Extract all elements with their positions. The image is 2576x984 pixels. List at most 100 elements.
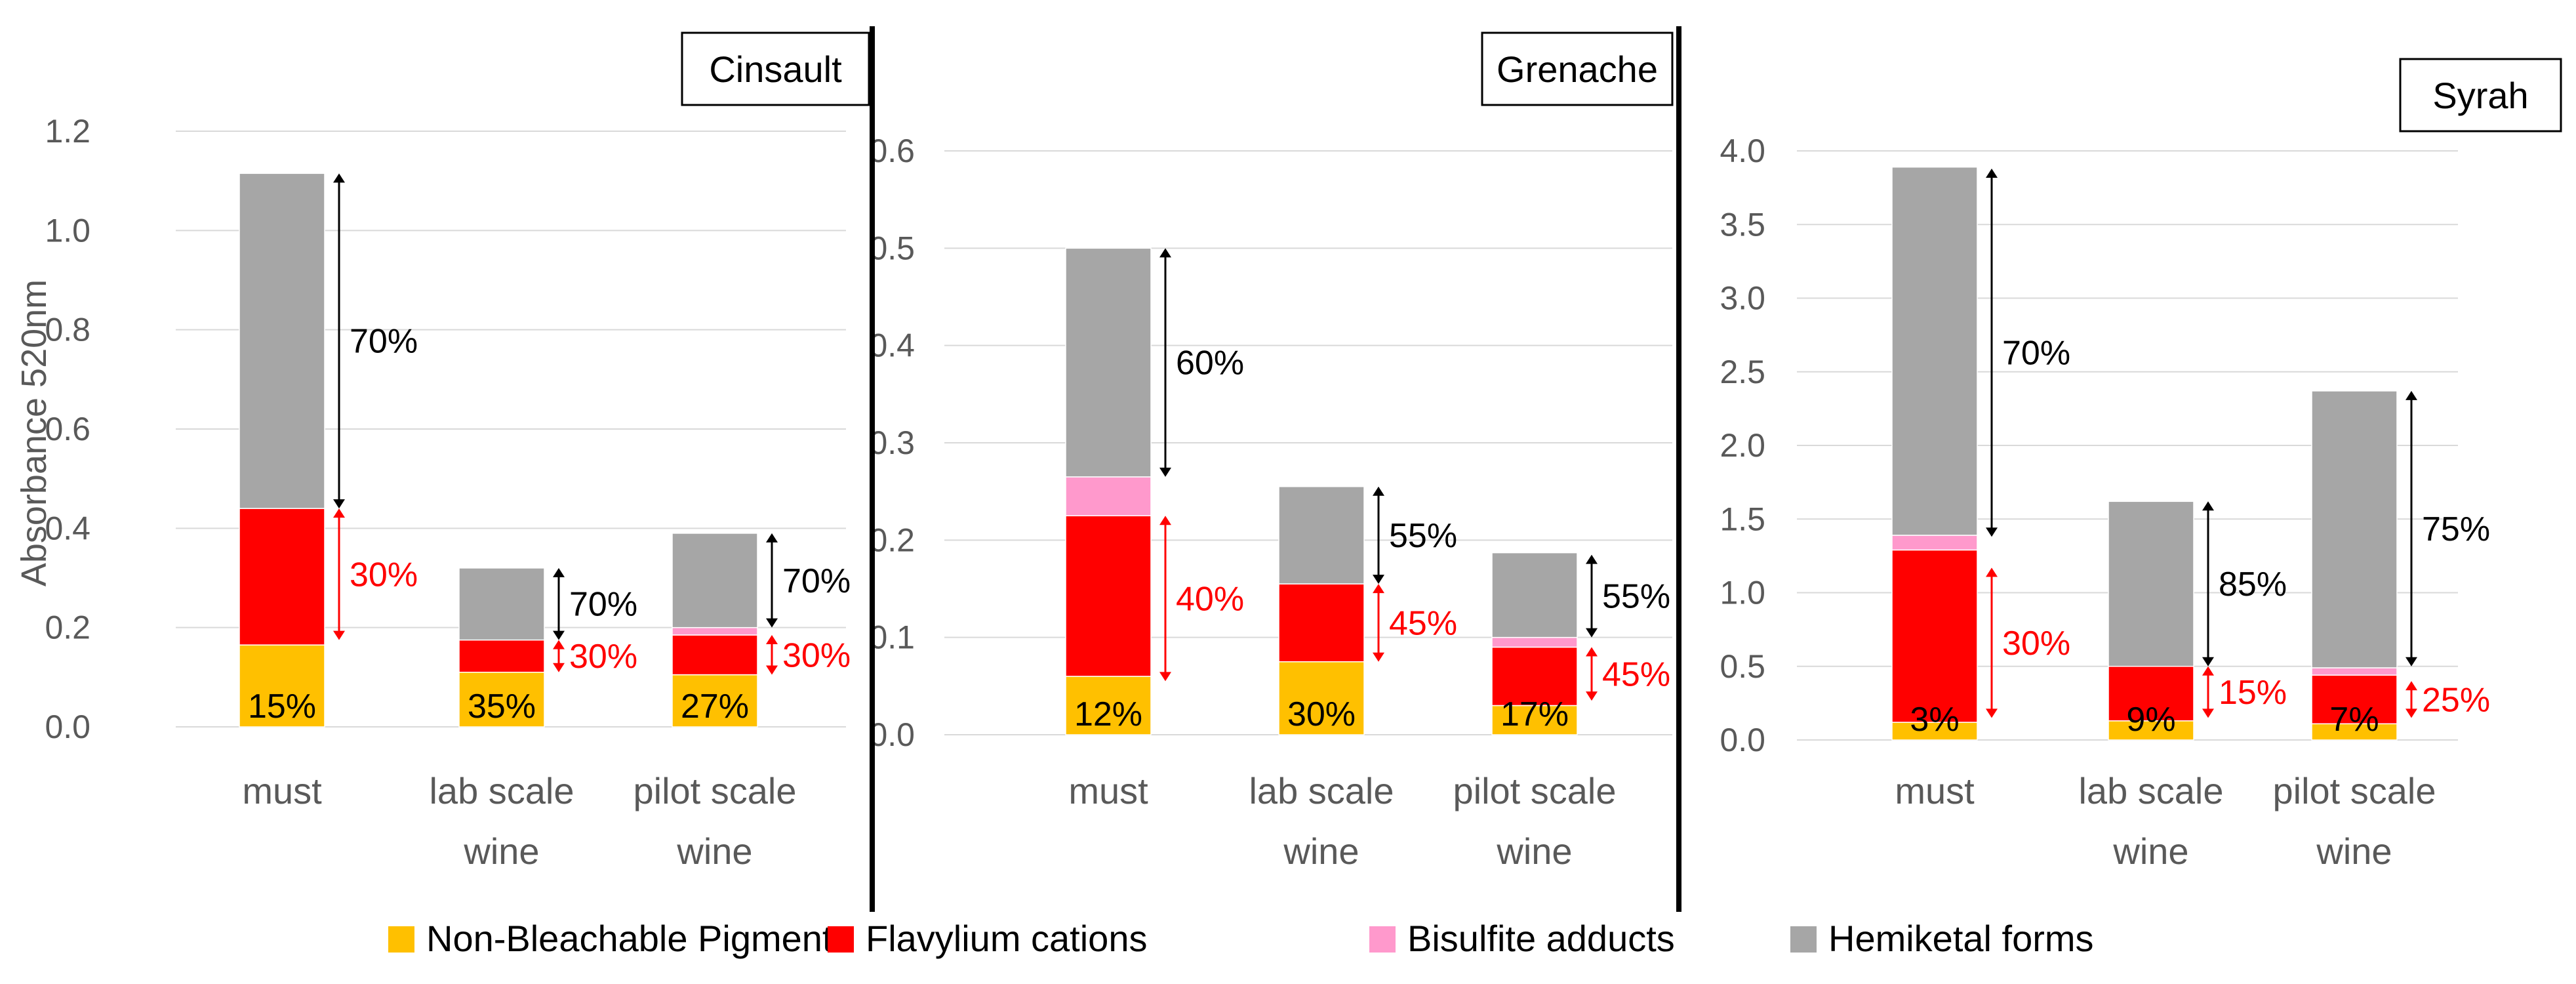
arrow-head-down	[1373, 652, 1384, 662]
bar-segment-hemiketal-forms	[1278, 486, 1365, 584]
bar-segment-bisulfite-adducts	[672, 626, 758, 636]
bar-segment-bisulfite-adducts	[2311, 667, 2398, 676]
category-label: pilot scale	[2272, 770, 2436, 811]
arrow-head-up	[2405, 390, 2417, 400]
y-tick-label: 2.0	[1720, 427, 1765, 464]
arrow-head-down	[333, 630, 345, 640]
y-tick-label: 1.5	[1720, 501, 1765, 537]
category-label: must	[242, 770, 322, 811]
y-tick-label: 0.2	[869, 522, 915, 558]
bar-segment-non-bleachable-pigments	[2108, 720, 2194, 741]
arrow-head-up	[1373, 486, 1384, 496]
y-tick-label: 1.0	[45, 212, 91, 249]
legend-label: Hemiketal forms	[1828, 918, 2094, 959]
annotation-percent: 15%	[2219, 674, 2287, 712]
bar-percent-label: 30%	[1287, 695, 1356, 733]
annotation-percent: 30%	[782, 636, 851, 674]
y-tick-label: 0.6	[45, 411, 91, 447]
arrow-head-down	[1159, 467, 1171, 477]
legend-label: Non-Bleachable Pigments	[426, 918, 851, 959]
bar-segment-hemiketal-forms	[458, 567, 545, 641]
arrow-head-up	[1986, 168, 1998, 178]
category-label: lab scale	[2078, 770, 2223, 811]
arrow-head-down	[2405, 708, 2417, 718]
bar-segment-bisulfite-adducts	[1065, 476, 1152, 517]
bar-segment-hemiketal-forms	[2108, 501, 2194, 667]
bar-segment-flavylium-cations	[2311, 674, 2398, 725]
arrow-head-up	[1586, 554, 1598, 564]
annotation-percent: 75%	[2422, 510, 2490, 548]
arrow-head-up	[1373, 584, 1384, 594]
panel-syrah: 0.0 0.5 1.0 1.5 2.0 2.5 3.0 3.5 4.0 3% must 9% lab s…	[1720, 58, 2562, 872]
arrow-head-up	[2202, 666, 2214, 676]
category-label: pilot scale	[1453, 770, 1616, 811]
arrow-head-up	[1159, 516, 1171, 525]
bar-percent-label: 15%	[248, 687, 316, 726]
y-tick-label: 1.2	[45, 113, 91, 150]
bar-segment-bisulfite-adducts	[1491, 636, 1578, 648]
annotation-percent: 70%	[782, 562, 851, 600]
bar-segment-bisulfite-adducts	[1891, 535, 1978, 551]
annotation-percent: 40%	[1176, 580, 1244, 618]
category-label: must	[1895, 770, 1975, 811]
y-tick-label: 0.0	[45, 708, 91, 745]
annotation-percent: 30%	[2002, 625, 2070, 663]
category-label: wine	[2316, 830, 2392, 872]
annotation-percent: 70%	[569, 586, 637, 624]
arrow-head-down	[333, 499, 345, 509]
arrow-head-up	[766, 533, 778, 543]
bar-segment-non-bleachable-pigments	[1891, 722, 1978, 741]
annotation-percent: 60%	[1176, 344, 1244, 382]
y-tick-label: 1.0	[1720, 575, 1765, 611]
category-label: must	[1068, 770, 1148, 811]
bar-segment-flavylium-cations	[1491, 646, 1578, 707]
panel-grenache: 0.0 0.1 0.2 0.3 0.4 0.5 0.6 12% must 30% lab scale…	[869, 31, 1674, 872]
bar-percent-label: 27%	[681, 687, 749, 726]
annotation-percent: 30%	[569, 638, 637, 676]
bar-percent-label: 9%	[2126, 701, 2175, 739]
y-tick-label: 3.0	[1720, 280, 1765, 317]
y-tick-label: 0.8	[45, 312, 91, 348]
panel-title-box	[1481, 31, 1674, 106]
bar-percent-label: 35%	[468, 687, 536, 726]
y-tick-label: 3.5	[1720, 206, 1765, 243]
annotation-percent: 55%	[1602, 578, 1670, 616]
y-tick-label: 0.2	[45, 609, 91, 646]
bar-percent-label: 17%	[1500, 695, 1569, 733]
bar-segment-non-bleachable-pigments	[1065, 676, 1152, 735]
y-tick-label: 0.1	[869, 619, 915, 656]
bar-percent-label: 12%	[1074, 695, 1142, 733]
annotation-percent: 45%	[1602, 655, 1670, 693]
arrow-head-down	[766, 665, 778, 675]
arrow-head-up	[2405, 681, 2417, 691]
arrow-head-down	[1159, 672, 1171, 682]
arrow-head-up	[1586, 647, 1598, 657]
arrow-head-up	[553, 567, 565, 577]
legend-label: Bisulfite adducts	[1407, 918, 1675, 959]
legend-swatch	[1369, 926, 1396, 953]
arrow-head-up	[1986, 567, 1998, 577]
bar-segment-flavylium-cations	[1278, 583, 1365, 663]
arrow-head-down	[2405, 657, 2417, 666]
arrow-head-down	[1986, 527, 1998, 537]
legend-swatch	[388, 926, 414, 953]
bar-segment-flavylium-cations	[1891, 549, 1978, 723]
bar-segment-flavylium-cations	[2108, 666, 2194, 722]
y-tick-label: 4.0	[1720, 133, 1765, 169]
bar-segment-flavylium-cations	[239, 508, 325, 646]
y-tick-label: 0.4	[869, 327, 915, 364]
annotation-percent: 55%	[1389, 517, 1457, 555]
annotation-percent: 85%	[2219, 565, 2287, 604]
legend-swatch	[828, 926, 854, 953]
category-label: pilot scale	[633, 770, 796, 811]
bar-segment-non-bleachable-pigments	[458, 672, 545, 728]
bar-segment-hemiketal-forms	[1065, 247, 1152, 478]
bar-segment-hemiketal-forms	[2311, 390, 2398, 668]
panel-title: Grenache	[1497, 49, 1658, 90]
bar-segment-non-bleachable-pigments	[1491, 705, 1578, 735]
arrow-head-up	[2202, 501, 2214, 511]
y-tick-label: 0.4	[45, 510, 91, 546]
bar-segment-non-bleachable-pigments	[239, 644, 325, 728]
